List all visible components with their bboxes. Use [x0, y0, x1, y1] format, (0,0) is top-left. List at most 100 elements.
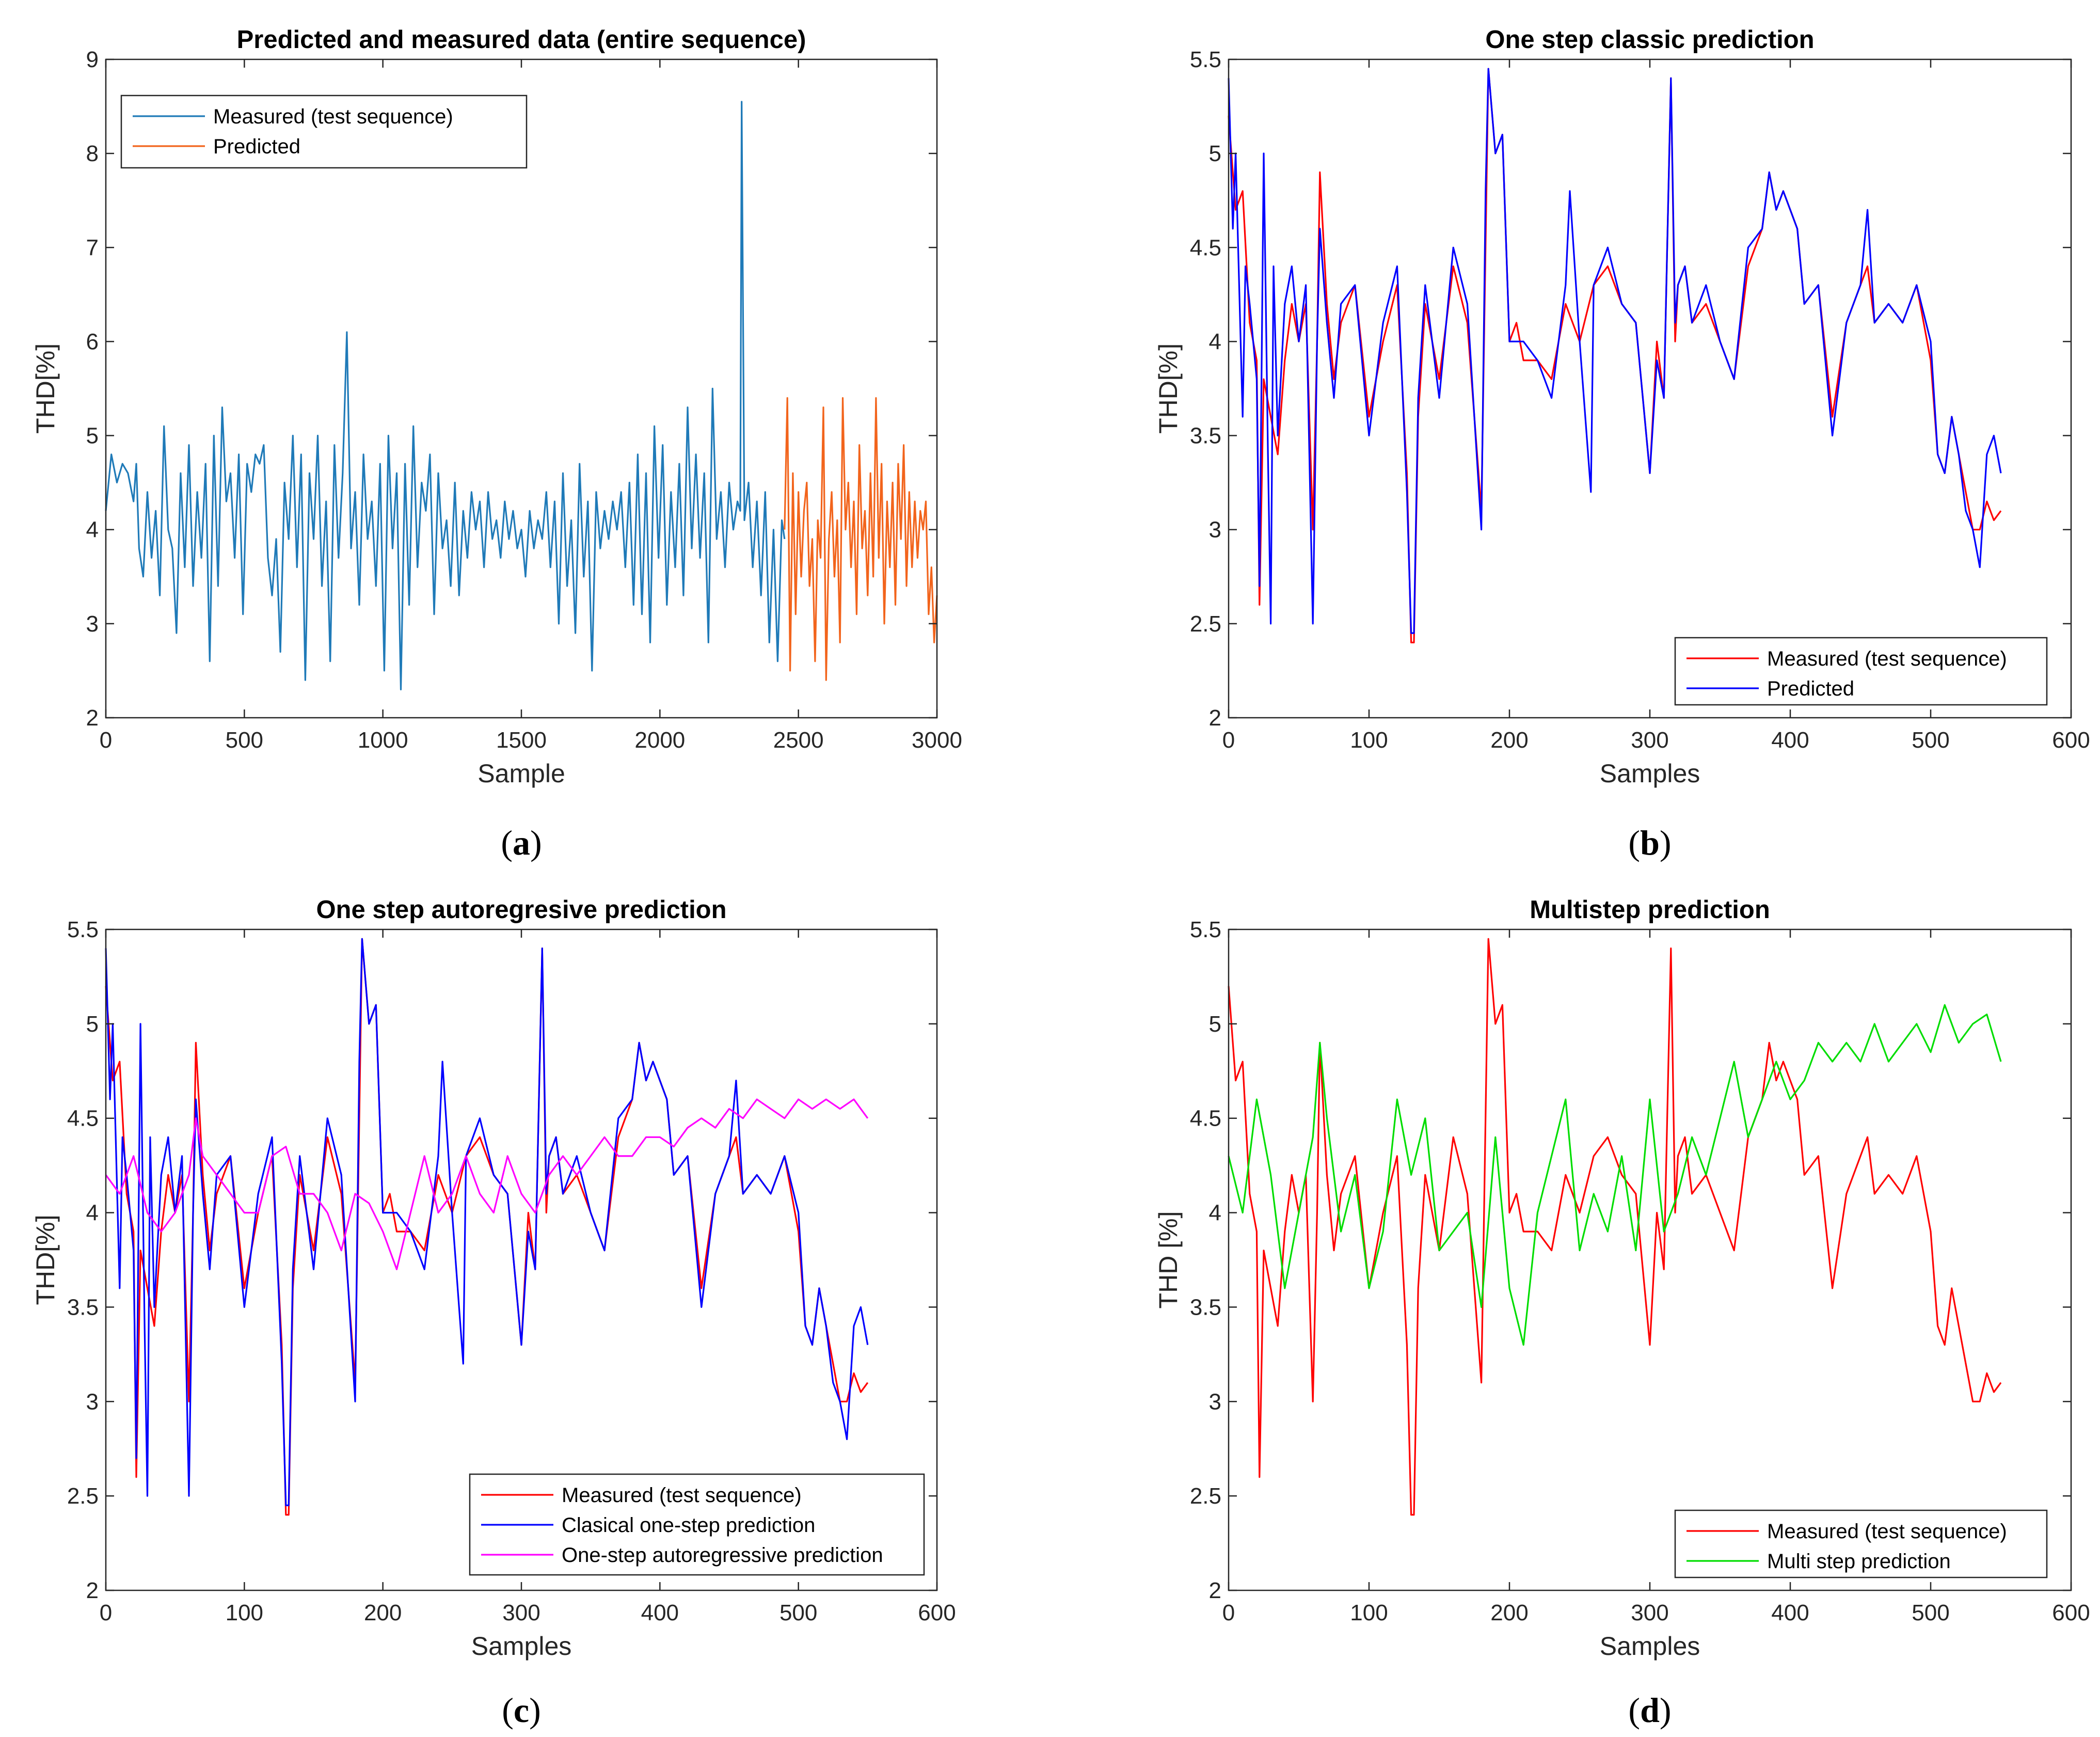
legend-label-1: Measured (test sequence) [562, 1484, 802, 1507]
y-tick-label: 3.5 [67, 1294, 99, 1320]
y-tick-label: 9 [86, 47, 99, 72]
caption-paren-close: ) [529, 1691, 541, 1730]
y-tick-label: 2 [86, 1578, 99, 1603]
y-axis-label: THD[%] [31, 1215, 60, 1305]
panel-caption: (b) [1628, 823, 1671, 862]
panel-caption: (c) [502, 1691, 541, 1730]
chart-panel-d: 0 100 200 300 400 500 600 2 2.5 3 3.5 4 4.5 5 5.5 Multi… [1154, 896, 2090, 1730]
legend-label-2: Clasical one-step prediction [562, 1514, 815, 1537]
chart-title: One step classic prediction [1485, 26, 1814, 54]
y-tick-label: 6 [86, 329, 99, 354]
caption-letter: c [514, 1691, 529, 1730]
y-tick-label: 2.5 [1190, 1483, 1221, 1509]
x-tick-label: 500 [1912, 1600, 1949, 1625]
y-tick-label: 5 [1209, 141, 1221, 166]
legend-label-1: Measured (test sequence) [1767, 1520, 2007, 1543]
x-tick-label: 2000 [634, 728, 685, 753]
chart-title: Multistep prediction [1530, 896, 1770, 924]
series-line-1 [1228, 938, 2002, 1516]
x-tick-label: 500 [1912, 728, 1949, 753]
caption-letter: d [1640, 1691, 1660, 1730]
y-axis-label: THD[%] [31, 343, 60, 434]
series-line-3 [105, 1098, 869, 1270]
x-axis-label: Samples [471, 1632, 572, 1661]
y-tick-label: 3 [1209, 517, 1221, 543]
x-tick-label: 300 [502, 1600, 540, 1625]
y-tick-label: 3 [1209, 1389, 1221, 1414]
chart-title: One step autoregresive prediction [316, 896, 726, 924]
legend: Measured (test sequence) Predicted [120, 94, 528, 169]
caption-paren-close: ) [530, 823, 542, 862]
legend-label-1: Measured (test sequence) [1767, 648, 2007, 670]
caption-paren-close: ) [1660, 823, 1672, 862]
y-tick-label: 5.5 [1190, 917, 1221, 942]
y-tick-label: 5 [86, 1012, 99, 1037]
y-tick-label: 4 [86, 517, 99, 543]
y-tick-label: 4.5 [67, 1106, 99, 1131]
x-tick-label: 200 [1490, 1600, 1528, 1625]
legend-label-2: Multi step prediction [1767, 1550, 1951, 1573]
caption-paren-open: ( [501, 823, 513, 862]
y-tick-label: 4.5 [1190, 1106, 1221, 1131]
legend-box [1674, 1509, 2048, 1578]
y-tick-label: 2 [86, 705, 99, 731]
series-line-2 [784, 397, 938, 681]
x-tick-label: 0 [100, 728, 112, 753]
y-tick-label: 2 [1209, 1578, 1221, 1603]
x-tick-label: 600 [2052, 1600, 2090, 1625]
y-axis-label: THD [%] [1154, 1211, 1183, 1309]
y-tick-label: 5.5 [67, 917, 99, 942]
x-axis-label: Samples [1600, 1632, 1700, 1661]
legend-label-2: Predicted [1767, 677, 1854, 700]
x-tick-label: 200 [1490, 728, 1528, 753]
chart-panel-c: 0 100 200 300 400 500 600 2 2.5 3 3.5 4 4.5 5 5.5 One s… [31, 896, 956, 1730]
x-tick-label: 500 [226, 728, 263, 753]
y-tick-label: 7 [86, 235, 99, 260]
y-tick-label: 3.5 [1190, 1294, 1221, 1320]
legend: Measured (test sequence) Multi step predi… [1674, 1509, 2048, 1578]
x-tick-label: 1000 [358, 728, 408, 753]
y-tick-label: 8 [86, 141, 99, 166]
y-tick-label: 2 [1209, 705, 1221, 731]
legend-box [120, 94, 528, 169]
y-tick-label: 4 [1209, 329, 1221, 354]
series-line-2 [1228, 68, 2002, 634]
series-line-1 [105, 101, 786, 691]
x-tick-label: 400 [1771, 1600, 1809, 1625]
panel-caption: (a) [501, 823, 542, 862]
legend: Measured (test sequence) Predicted [1674, 637, 2048, 706]
y-tick-label: 3 [86, 611, 99, 637]
legend: Measured (test sequence) Clasical one-ste… [469, 1473, 925, 1576]
y-tick-label: 3 [86, 1389, 99, 1414]
x-tick-label: 0 [1222, 1600, 1235, 1625]
y-tick-label: 4 [1209, 1201, 1221, 1226]
series-line-2 [1228, 1004, 2002, 1346]
series-line-2 [105, 938, 869, 1506]
x-axis-label: Sample [478, 759, 565, 788]
chart-panel-a: 0 500 1000 1500 2000 2500 3000 2 3 4 5 6 7 8 9 Predicte… [31, 26, 962, 862]
x-tick-label: 100 [1350, 1600, 1388, 1625]
x-tick-label: 400 [1771, 728, 1809, 753]
y-axis-label: THD[%] [1154, 343, 1183, 434]
x-tick-label: 100 [1350, 728, 1388, 753]
chart-title: Predicted and measured data (entire sequ… [237, 26, 806, 54]
x-axis-label: Samples [1600, 759, 1700, 788]
x-tick-label: 400 [641, 1600, 679, 1625]
y-tick-label: 5.5 [1190, 47, 1221, 72]
x-tick-label: 0 [1222, 728, 1235, 753]
panel-caption: (d) [1628, 1691, 1671, 1730]
x-tick-label: 300 [1631, 728, 1668, 753]
x-tick-label: 100 [226, 1600, 263, 1625]
plot-area [1229, 59, 2071, 718]
plot-area [106, 59, 937, 718]
caption-paren-close: ) [1660, 1691, 1672, 1730]
x-tick-label: 600 [2052, 728, 2090, 753]
y-tick-label: 2.5 [67, 1483, 99, 1509]
x-tick-label: 600 [918, 1600, 956, 1625]
y-tick-label: 5 [86, 423, 99, 449]
x-tick-label: 2500 [773, 728, 824, 753]
caption-paren-open: ( [502, 1691, 514, 1730]
legend-label-2: Predicted [213, 135, 300, 158]
caption-paren-open: ( [1628, 823, 1640, 862]
